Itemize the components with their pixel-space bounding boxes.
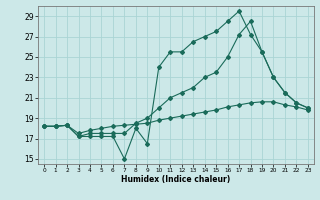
X-axis label: Humidex (Indice chaleur): Humidex (Indice chaleur) xyxy=(121,175,231,184)
